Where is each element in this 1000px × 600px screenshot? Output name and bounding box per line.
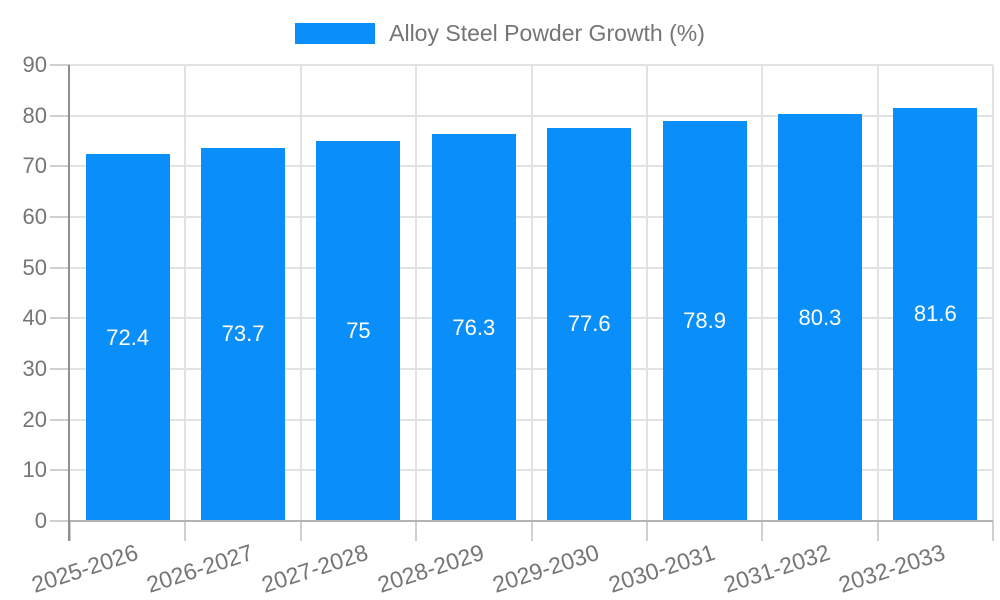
y-axis-tick-label: 0 xyxy=(34,508,47,533)
gridline-vertical xyxy=(645,65,648,521)
y-axis-tick-mark xyxy=(50,520,70,522)
bar-value-label: 76.3 xyxy=(452,314,496,340)
x-axis-tick-mark xyxy=(184,521,187,541)
x-axis-tick-mark xyxy=(299,521,302,541)
x-axis-category-label: 2031-2032 xyxy=(720,539,833,598)
y-axis-tick-mark xyxy=(50,64,70,66)
bar-value-label: 73.7 xyxy=(221,321,265,347)
x-axis-tick-mark xyxy=(876,521,879,541)
gridline-vertical xyxy=(761,65,764,521)
x-axis-category-label: 2030-2031 xyxy=(604,539,718,598)
x-axis-category-label: 2025-2026 xyxy=(28,539,141,598)
y-axis-tick-mark xyxy=(50,368,70,370)
bar: 73.7 xyxy=(201,147,286,521)
bar-value-label: 72.4 xyxy=(106,324,150,350)
gridline-vertical xyxy=(299,65,302,521)
y-axis-tick-label: 10 xyxy=(22,457,47,483)
bar: 80.3 xyxy=(777,114,862,521)
gridline-vertical xyxy=(992,65,994,521)
y-axis-tick-label: 70 xyxy=(22,153,47,179)
x-axis-category-label: 2027-2028 xyxy=(258,539,372,598)
bar: 81.6 xyxy=(893,107,978,521)
x-axis-tick-mark xyxy=(415,521,418,541)
gridline-vertical xyxy=(415,65,418,521)
bar: 75 xyxy=(316,141,401,521)
bar-value-label: 81.6 xyxy=(913,301,957,327)
y-axis-tick-mark xyxy=(50,165,70,168)
y-axis-tick-label: 30 xyxy=(22,356,47,381)
x-axis-category-label: 2032-2033 xyxy=(835,539,949,598)
gridline-vertical xyxy=(876,65,879,521)
legend-label: Alloy Steel Powder Growth (%) xyxy=(389,20,705,46)
bar-value-label: 80.3 xyxy=(798,304,842,330)
bar: 72.4 xyxy=(85,154,170,521)
x-axis-tick-mark xyxy=(530,521,533,541)
y-axis-tick-label: 60 xyxy=(22,204,47,229)
x-axis-tick-mark xyxy=(992,521,994,541)
gridline-vertical xyxy=(184,65,187,521)
bar-value-label: 77.6 xyxy=(567,311,611,337)
bar: 78.9 xyxy=(662,121,747,521)
legend-swatch xyxy=(295,23,376,44)
x-axis-line xyxy=(70,520,993,522)
y-axis-tick-mark xyxy=(50,216,70,218)
y-axis-tick-label: 40 xyxy=(22,305,47,331)
bar-value-label: 75 xyxy=(346,318,371,343)
x-axis-category-label: 2028-2029 xyxy=(374,539,487,598)
x-axis-category-label: 2029-2030 xyxy=(489,539,603,598)
bar: 77.6 xyxy=(547,127,632,521)
y-axis-tick-mark xyxy=(50,469,70,472)
y-axis-tick-mark xyxy=(50,418,70,421)
y-axis-tick-label: 80 xyxy=(22,102,47,128)
bar: 76.3 xyxy=(431,134,516,521)
y-axis-tick-mark xyxy=(50,317,70,320)
y-axis-tick-label: 50 xyxy=(22,254,47,280)
y-axis-line xyxy=(68,65,70,541)
legend: Alloy Steel Powder Growth (%) xyxy=(0,20,1000,47)
gridline-vertical xyxy=(530,65,533,521)
bar-value-label: 78.9 xyxy=(683,308,726,334)
y-axis-tick-label: 90 xyxy=(22,52,47,77)
y-axis-tick-mark xyxy=(50,266,70,269)
y-axis-tick-mark xyxy=(50,114,70,117)
y-axis-tick-label: 20 xyxy=(22,406,47,432)
x-axis-category-label: 2026-2027 xyxy=(143,539,257,598)
x-axis-tick-mark xyxy=(69,521,71,541)
x-axis-tick-mark xyxy=(645,521,648,541)
x-axis-tick-mark xyxy=(761,521,764,541)
